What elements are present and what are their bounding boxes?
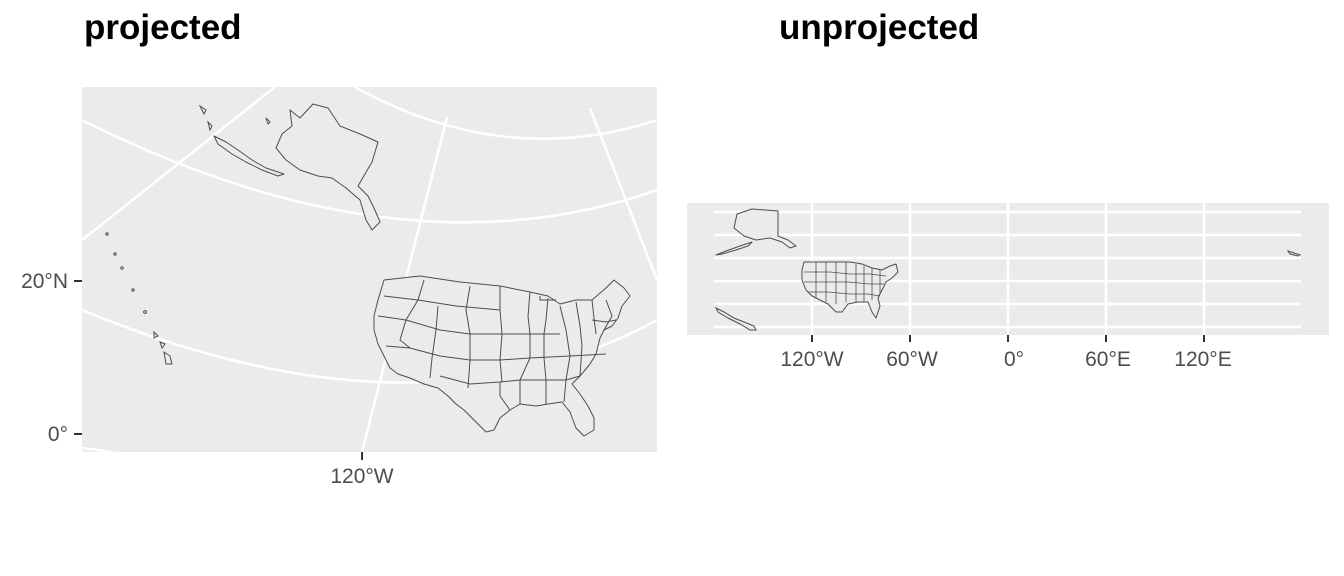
alaska-unprojected [733,208,797,249]
y-tick-label-20n: 20°N [21,270,68,293]
x-tick-label-120e-unprojected: 120°E [1174,348,1231,371]
y-tick-label-0: 0° [48,423,68,446]
aleutian-islands [213,135,285,177]
x-tick-label-60w-unprojected: 60°W [886,348,938,371]
state-boundaries-unprojected [804,262,887,304]
hawaii-islands [105,232,173,365]
alaska-island-3 [265,117,271,125]
graticule-lat-1 [354,87,657,141]
alaska-island-2 [207,120,213,132]
graticule-lat-2 [82,118,657,224]
projected-title: projected [84,8,242,47]
graticule-lon-3 [588,107,657,281]
alaska-shape [275,103,381,231]
unprojected-map-panel: 120°W 60°W 0° 60°E 120°E [687,203,1329,371]
projected-map-panel: 20°N 0° 120°W [21,87,657,488]
contiguous-us-outline [373,275,631,437]
x-tick-label-120w: 120°W [330,465,393,488]
projected-states [105,103,631,437]
alaska-island-1 [198,104,207,116]
aleutians-unprojected [715,241,753,256]
x-tick-label-120w-unprojected: 120°W [780,348,843,371]
x-tick-label-60e-unprojected: 60°E [1085,348,1131,371]
unprojected-title: unprojected [779,8,980,47]
aleutians-east-unprojected [1286,250,1302,257]
state-boundaries [377,279,617,411]
x-tick-label-0-unprojected: 0° [1004,348,1024,371]
unprojected-graticule [714,203,1301,335]
graticule-lon-1 [82,87,276,241]
hawaii-unprojected [714,306,757,331]
graticule-lat-4 [82,446,117,452]
unprojected-states [714,208,1302,331]
